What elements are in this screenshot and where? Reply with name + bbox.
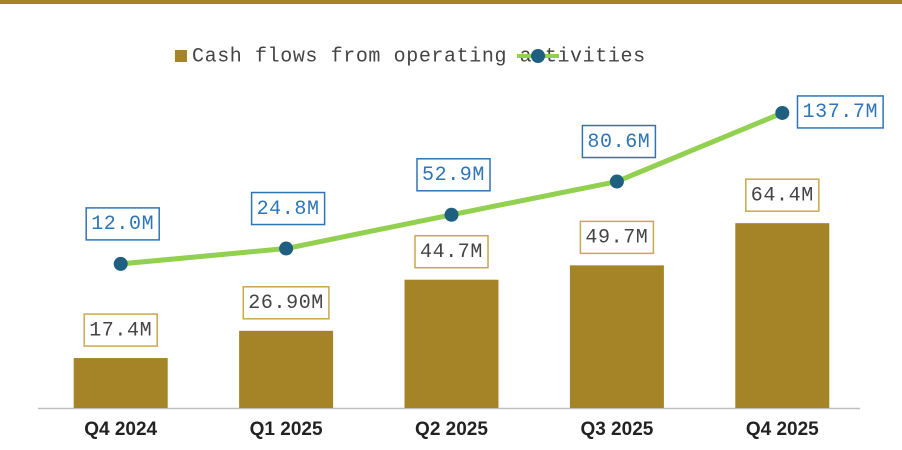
line-value-label-box <box>796 95 884 129</box>
bar <box>569 265 664 408</box>
x-tick-label: Q1 2025 <box>250 419 323 440</box>
line-value-label-box <box>416 158 491 192</box>
line-value-label: 12.0M <box>91 213 154 236</box>
bar <box>73 358 168 408</box>
line-value-label-box <box>85 207 160 241</box>
line-value-label-box <box>250 191 326 226</box>
line-marker <box>444 207 459 222</box>
bar-value-label: 17.4M <box>89 319 152 342</box>
line-marker <box>775 105 790 120</box>
legend-label: Cash flows from operating activities <box>192 45 646 68</box>
bar-value-label-box <box>745 178 820 212</box>
line-value-label: 137.7M <box>802 101 878 124</box>
line-value-label: 80.6M <box>587 131 650 154</box>
bar-value-label: 26.90M <box>248 292 324 315</box>
bar-value-label: 64.4M <box>751 184 814 207</box>
bar-value-label: 49.7M <box>585 227 648 250</box>
bar <box>735 223 830 408</box>
bar-value-label-box <box>579 220 655 255</box>
bar <box>239 330 334 408</box>
legend-swatch-marker <box>531 49 545 63</box>
line-value-label: 24.8M <box>257 198 320 221</box>
top-border <box>0 0 902 4</box>
line-marker <box>609 174 624 189</box>
bar-value-label-box <box>242 286 330 320</box>
bar <box>404 279 499 408</box>
x-tick-label: Q2 2025 <box>415 419 488 440</box>
bar-value-label-box <box>414 234 489 269</box>
x-tick-label: Q3 2025 <box>580 419 653 440</box>
x-tick-label: Q4 2025 <box>746 419 819 440</box>
line-marker <box>279 241 294 256</box>
line-value-label-box <box>581 124 657 159</box>
bar-value-label: 44.7M <box>420 241 483 264</box>
x-tick-label: Q4 2024 <box>84 419 157 440</box>
legend-swatch-bar <box>175 50 187 62</box>
line-marker <box>113 256 128 271</box>
bar-value-label-box <box>83 313 158 347</box>
line-value-label: 52.9M <box>422 164 485 187</box>
